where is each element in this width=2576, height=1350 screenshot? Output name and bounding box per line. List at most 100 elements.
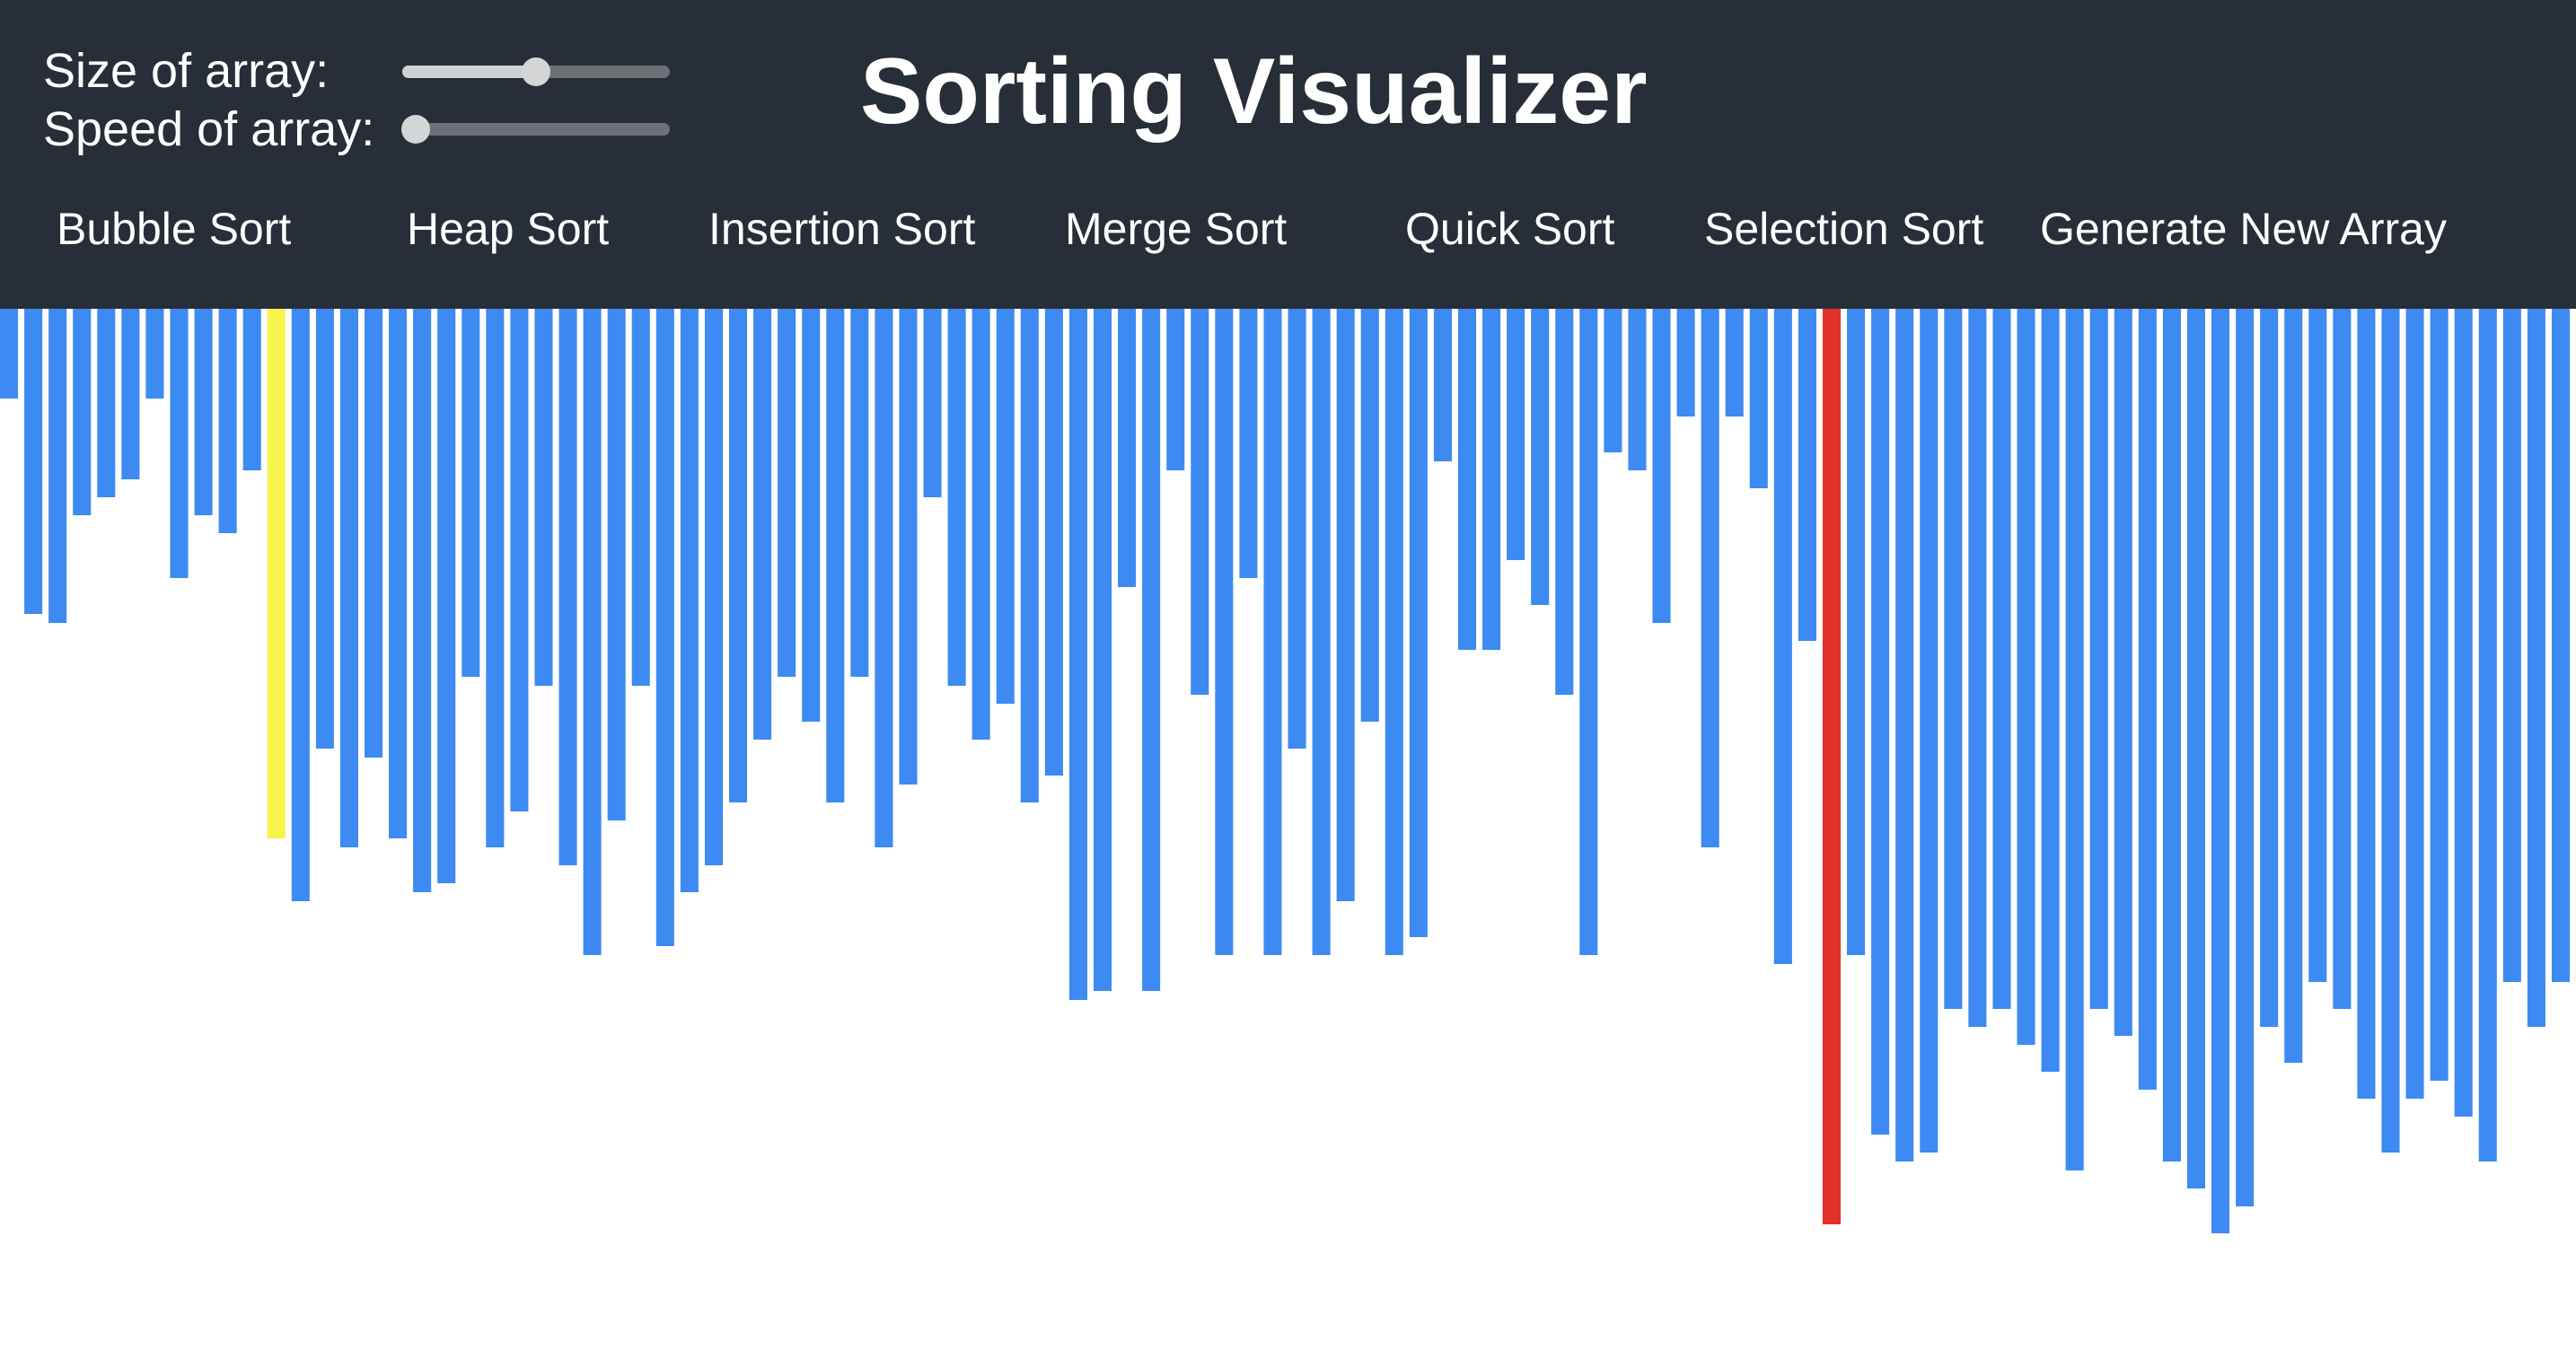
array-bar — [1749, 309, 1768, 488]
array-bar — [2114, 309, 2132, 1036]
array-bar — [2308, 309, 2327, 982]
speed-slider[interactable] — [400, 115, 670, 144]
array-bar — [145, 309, 164, 399]
array-bar — [1385, 309, 1403, 955]
array-bar — [2551, 309, 2570, 982]
header-bar: Size of array: Speed of array: Sorting V… — [0, 0, 2576, 309]
array-bar — [267, 309, 286, 838]
size-slider-thumb[interactable] — [522, 57, 550, 86]
array-bar — [1847, 309, 1866, 955]
array-bar — [1895, 309, 1914, 1162]
array-bar — [24, 309, 43, 614]
array-bar — [1239, 309, 1258, 578]
array-bar — [1798, 309, 1816, 641]
array-bar — [1920, 309, 1939, 1153]
quick-sort-button[interactable]: Quick Sort — [1405, 204, 1615, 254]
array-bar — [73, 309, 92, 515]
array-bar — [1822, 309, 1842, 1224]
array-bar — [1263, 309, 1282, 955]
array-bar — [2333, 309, 2352, 1009]
speed-slider-thumb[interactable] — [400, 115, 430, 144]
array-bar — [1555, 309, 1574, 695]
bubble-sort-button[interactable]: Bubble Sort — [57, 204, 292, 254]
array-bar — [510, 309, 529, 811]
generate-new-array-button[interactable]: Generate New Array — [2040, 204, 2447, 254]
array-bars-chart — [0, 309, 2570, 1233]
array-bar — [1968, 309, 1987, 1027]
array-bar — [826, 309, 845, 802]
array-bar — [1992, 309, 2011, 1009]
array-bar — [1433, 309, 1452, 461]
array-bar — [2357, 309, 2376, 1099]
array-bar — [728, 309, 748, 802]
array-bar — [753, 309, 772, 740]
array-bar — [2430, 309, 2449, 1081]
array-bar — [1604, 309, 1622, 452]
array-bar — [413, 309, 432, 892]
array-bar — [242, 309, 261, 470]
array-bar — [2381, 309, 2400, 1153]
array-bar — [1773, 309, 1792, 964]
array-bar — [1482, 309, 1501, 650]
array-bar — [2502, 309, 2521, 982]
array-bar — [802, 309, 821, 722]
array-bar — [389, 309, 408, 838]
array-bar — [1531, 309, 1550, 605]
array-bar — [558, 309, 577, 865]
array-bar — [971, 309, 990, 740]
array-bar — [1701, 309, 1719, 847]
array-bar — [1044, 309, 1063, 776]
array-bar — [850, 309, 869, 677]
array-bar — [462, 309, 480, 677]
array-bar — [1166, 309, 1185, 470]
array-bar — [1871, 309, 1890, 1135]
insertion-sort-button[interactable]: Insertion Sort — [708, 204, 976, 254]
array-bar — [2527, 309, 2545, 1027]
page-title: Sorting Visualizer — [860, 39, 1648, 144]
array-bar — [2162, 309, 2181, 1162]
array-bar — [534, 309, 553, 686]
array-bar — [1725, 309, 1744, 416]
array-bar — [875, 309, 893, 847]
array-bar — [655, 309, 674, 946]
array-bar — [97, 309, 116, 497]
array-bar — [0, 309, 19, 399]
speed-label: Speed of array: — [43, 102, 375, 156]
array-bar — [1336, 309, 1355, 901]
merge-sort-button[interactable]: Merge Sort — [1065, 204, 1288, 254]
array-bar — [2478, 309, 2497, 1162]
heap-sort-button[interactable]: Heap Sort — [407, 204, 610, 254]
array-bar — [194, 309, 213, 515]
array-bar — [2236, 309, 2255, 1206]
array-bar — [1215, 309, 1234, 955]
size-slider[interactable] — [402, 57, 670, 86]
array-bar — [2065, 309, 2084, 1170]
array-bar — [1191, 309, 1209, 695]
array-bar — [437, 309, 456, 883]
size-slider-fill — [402, 66, 536, 78]
array-bar — [315, 309, 334, 749]
array-bar — [2186, 309, 2206, 1188]
array-bar — [1118, 309, 1137, 587]
array-bar — [121, 309, 140, 479]
array-bar — [2041, 309, 2060, 1072]
selection-sort-button[interactable]: Selection Sort — [1704, 204, 1984, 254]
size-label: Size of array: — [43, 44, 330, 98]
array-bar — [364, 309, 383, 758]
array-bar — [1312, 309, 1331, 955]
array-bar — [2017, 309, 2035, 1045]
array-bar — [996, 309, 1015, 704]
array-bar — [1142, 309, 1161, 991]
array-bar — [1944, 309, 1963, 1009]
array-bar — [1507, 309, 1525, 560]
array-bar — [1360, 309, 1379, 722]
array-bar — [583, 309, 602, 955]
array-bar — [218, 309, 237, 533]
array-bar — [899, 309, 918, 785]
array-bar — [947, 309, 966, 686]
array-bar — [778, 309, 796, 677]
array-bar — [291, 309, 310, 901]
array-bar — [2211, 309, 2230, 1233]
array-bar — [1093, 309, 1112, 991]
array-bar — [607, 309, 626, 820]
